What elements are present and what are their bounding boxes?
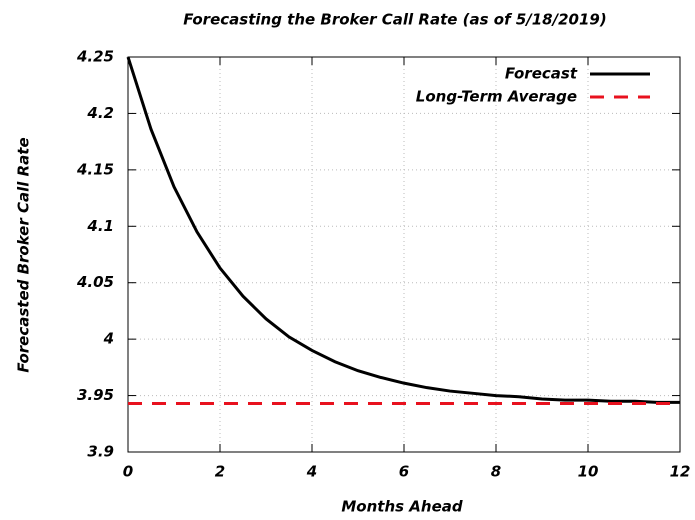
legend-label: Long-Term Average bbox=[416, 88, 577, 106]
y-tick-label: 3.95 bbox=[77, 386, 114, 404]
legend-label: Forecast bbox=[505, 65, 578, 83]
series-line bbox=[126, 56, 680, 404]
y-tick-label: 4.05 bbox=[76, 273, 114, 291]
y-tick-label: 4.1 bbox=[86, 217, 114, 235]
y-tick-label: 4 bbox=[103, 330, 114, 348]
x-tick-label: 8 bbox=[491, 463, 501, 481]
chart-title: Forecasting the Broker Call Rate (as of … bbox=[183, 11, 606, 29]
y-tick-label: 4.2 bbox=[86, 104, 114, 122]
x-tick-label: 6 bbox=[399, 463, 409, 481]
y-tick-label: 4.15 bbox=[76, 160, 114, 178]
y-axis-label: Forecasted Broker Call Rate bbox=[15, 137, 33, 372]
x-tick-label: 12 bbox=[670, 463, 691, 481]
x-tick-label: 0 bbox=[123, 463, 133, 481]
x-axis-label: Months Ahead bbox=[341, 498, 462, 516]
plot-frame bbox=[127, 56, 681, 453]
y-tick-label: 4.25 bbox=[76, 48, 114, 66]
x-tick-label: 2 bbox=[215, 463, 225, 481]
x-tick-label: 10 bbox=[578, 463, 599, 481]
y-tick-label: 3.9 bbox=[87, 443, 114, 461]
x-tick-label: 4 bbox=[306, 463, 317, 481]
